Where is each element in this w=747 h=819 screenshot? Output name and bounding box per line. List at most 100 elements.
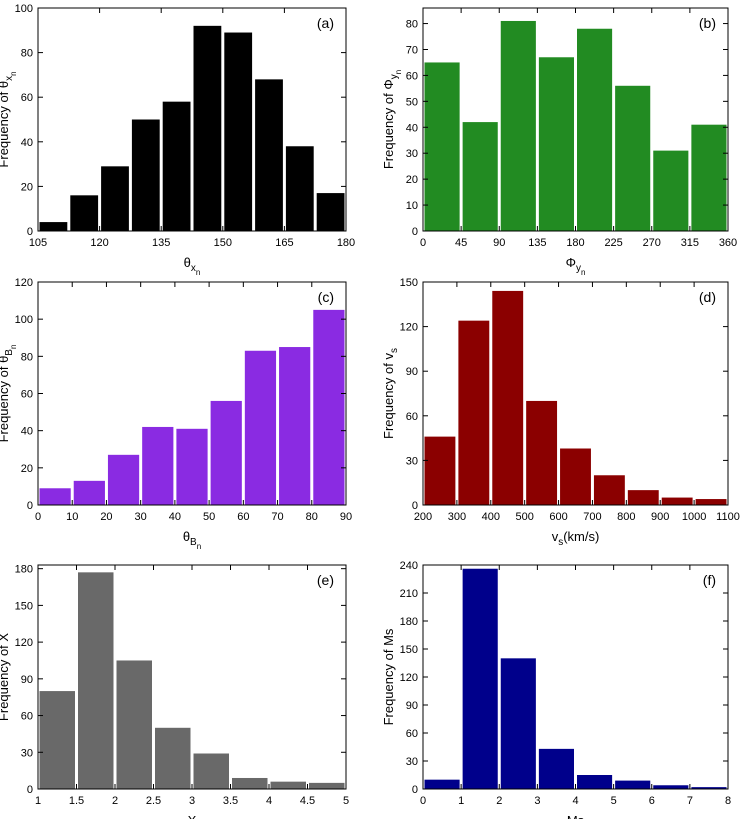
bar [313, 309, 345, 505]
x-tick-label: 20 [100, 511, 112, 523]
bar [560, 448, 591, 505]
label-part: Frequency of θ [0, 81, 11, 168]
x-tick-label: 0 [35, 511, 41, 523]
y-tick-label: 40 [21, 426, 33, 438]
x-tick-label: 2 [112, 795, 118, 807]
y-tick-label: 60 [406, 70, 418, 82]
y-tick-label: 60 [21, 711, 33, 723]
x-tick-label: 4 [266, 795, 272, 807]
label-part: n [197, 542, 201, 551]
bar [39, 222, 68, 231]
y-axis-label: Frequency of Φyn [381, 70, 403, 169]
bar [538, 57, 574, 231]
label-part: (km/s) [563, 529, 599, 544]
x-tick-label: 500 [515, 511, 533, 523]
bar [101, 166, 129, 231]
bar [458, 320, 490, 505]
x-tick-label: 180 [337, 237, 355, 249]
x-tick-label: 900 [651, 511, 669, 523]
label-part: Frequency of X [0, 633, 11, 721]
bar [131, 119, 160, 231]
y-tick-label: 100 [15, 3, 33, 15]
label-part: X [188, 813, 197, 819]
x-tick-label: 30 [135, 511, 147, 523]
y-tick-label: 150 [400, 277, 418, 289]
bar [176, 428, 208, 505]
bar [255, 79, 283, 231]
x-tick-label: 1100 [716, 511, 740, 523]
x-tick-label: 90 [340, 511, 352, 523]
x-tick-label: 6 [649, 795, 655, 807]
bar [285, 146, 314, 231]
x-tick-label: 5 [343, 795, 349, 807]
y-tick-label: 80 [21, 351, 33, 363]
x-tick-label: 400 [482, 511, 500, 523]
bar [661, 497, 693, 505]
bar [78, 572, 114, 789]
label-part: n [196, 268, 200, 277]
y-tick-label: 210 [400, 588, 418, 600]
label-part: x [4, 76, 15, 81]
x-tick-label: 7 [687, 795, 693, 807]
y-tick-label: 0 [412, 500, 418, 512]
x-tick-label: 135 [528, 237, 546, 249]
bar [593, 475, 625, 505]
y-axis-label: Frequency of X [0, 633, 11, 721]
bar [653, 785, 689, 789]
panel-label: (d) [699, 289, 716, 305]
panel-label: (c) [318, 289, 334, 305]
bar [155, 727, 191, 789]
chart-panel: 0 30 60 90 120 150 180 1 1.5 2 2.5 3 3.5 4 4.5 5 (e) X Fre… [0, 564, 349, 819]
x-tick-label: 2.5 [146, 795, 161, 807]
label-part: Frequency of Φ [381, 79, 396, 169]
x-tick-label: 3.5 [223, 795, 238, 807]
bar [424, 779, 460, 789]
bar [73, 480, 105, 505]
y-tick-label: 0 [27, 226, 33, 238]
x-tick-label: 80 [306, 511, 318, 523]
x-tick-label: 800 [617, 511, 635, 523]
x-tick-label: 360 [719, 237, 737, 249]
bar [627, 490, 659, 505]
y-tick-label: 150 [400, 644, 418, 656]
label-part: θ [184, 255, 191, 270]
label-part: s [558, 537, 563, 548]
label-part: Φ [566, 255, 576, 270]
bar [116, 660, 152, 789]
x-tick-label: 50 [203, 511, 215, 523]
x-tick-label: 60 [237, 511, 249, 523]
x-tick-label: 4.5 [300, 795, 315, 807]
bar [526, 400, 558, 505]
bar [500, 20, 536, 231]
bar [193, 25, 222, 232]
y-tick-label: 0 [412, 784, 418, 796]
bar [39, 691, 75, 789]
bar [695, 499, 727, 505]
bar [142, 426, 174, 505]
y-tick-label: 90 [21, 674, 33, 686]
y-tick-label: 90 [406, 700, 418, 712]
bar [615, 85, 651, 231]
label-part: Frequency of Ms [381, 628, 396, 725]
x-axis-label: θBn [183, 529, 201, 551]
y-tick-label: 100 [15, 314, 33, 326]
x-tick-label: 1 [458, 795, 464, 807]
x-tick-label: 5 [611, 795, 617, 807]
bar [492, 290, 524, 505]
label-part: n [394, 70, 403, 74]
x-tick-label: 150 [214, 237, 232, 249]
bar [39, 488, 71, 505]
y-axis-label: Frequency of vs [381, 348, 400, 439]
bar [424, 436, 456, 505]
panel-label: (a) [317, 15, 334, 31]
y-tick-label: 80 [406, 19, 418, 31]
y-tick-label: 120 [15, 277, 33, 289]
x-tick-label: 2 [496, 795, 502, 807]
x-tick-label: 1000 [682, 511, 706, 523]
x-tick-label: 315 [681, 237, 699, 249]
y-tick-label: 90 [406, 366, 418, 378]
x-tick-label: 70 [271, 511, 283, 523]
y-tick-label: 60 [406, 411, 418, 423]
x-tick-label: 180 [566, 237, 584, 249]
